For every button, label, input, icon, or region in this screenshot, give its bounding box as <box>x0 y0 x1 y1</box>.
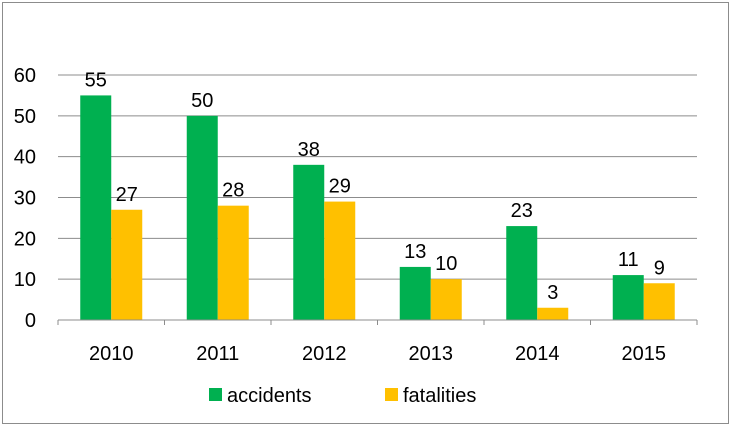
bar-accidents-2015 <box>612 275 644 320</box>
legend: accidents fatalities <box>209 385 476 407</box>
x-tick-label-2012: 2012 <box>302 343 347 365</box>
data-label-accidents-2011: 50 <box>191 90 213 112</box>
bar-accidents-2014 <box>506 226 538 320</box>
data-label-accidents-2014: 23 <box>511 200 533 222</box>
data-label-fatalities-2011: 28 <box>222 180 244 202</box>
y-tick-label-30: 30 <box>14 188 36 210</box>
legend-label-accidents: accidents <box>227 385 312 407</box>
bars <box>80 95 675 321</box>
legend-swatch-fatalities <box>385 388 398 401</box>
x-tick-label-2015: 2015 <box>622 343 667 365</box>
x-tick-label-2011: 2011 <box>196 343 239 365</box>
data-label-accidents-2013: 13 <box>404 241 426 263</box>
data-label-fatalities-2010: 27 <box>116 184 138 206</box>
data-label-fatalities-2013: 10 <box>435 253 457 275</box>
y-tick-label-0: 0 <box>25 310 36 332</box>
data-label-accidents-2015: 11 <box>618 249 639 271</box>
data-label-accidents-2010: 55 <box>85 69 107 91</box>
bar-accidents-2011 <box>186 115 218 320</box>
bar-fatalities-2015 <box>643 283 675 320</box>
bar-accidents-2010 <box>80 95 112 321</box>
bar-accidents-2012 <box>293 164 325 320</box>
y-tick-label-60: 60 <box>14 65 36 87</box>
bar-fatalities-2014 <box>537 307 569 320</box>
legend-label-fatalities: fatalities <box>403 385 476 407</box>
y-tick-label-40: 40 <box>14 147 36 169</box>
y-tick-label-20: 20 <box>14 228 36 250</box>
bar-fatalities-2012 <box>324 201 356 320</box>
y-axis-ticks: 0 10 20 30 40 50 60 <box>14 65 36 332</box>
bar-fatalities-2010 <box>111 209 143 320</box>
data-label-fatalities-2015: 9 <box>654 257 665 279</box>
bar-accidents-2013 <box>399 266 431 320</box>
legend-swatch-accidents <box>209 388 222 401</box>
bar-fatalities-2013 <box>430 279 462 320</box>
data-label-accidents-2012: 38 <box>298 139 320 161</box>
y-tick-label-50: 50 <box>14 106 36 128</box>
x-axis: 2010 2011 2012 2013 2014 2015 <box>57 319 698 365</box>
x-tick-label-2013: 2013 <box>409 343 454 365</box>
y-tick-label-10: 10 <box>14 269 36 291</box>
bar-fatalities-2011 <box>217 205 249 320</box>
x-tick-label-2010: 2010 <box>89 343 134 365</box>
data-label-fatalities-2014: 3 <box>547 282 558 304</box>
data-label-fatalities-2012: 29 <box>329 176 351 198</box>
gridlines <box>58 74 697 321</box>
x-tick-label-2014: 2014 <box>515 343 560 365</box>
data-labels: 55 27 50 28 38 29 13 10 23 3 11 9 <box>85 69 665 303</box>
